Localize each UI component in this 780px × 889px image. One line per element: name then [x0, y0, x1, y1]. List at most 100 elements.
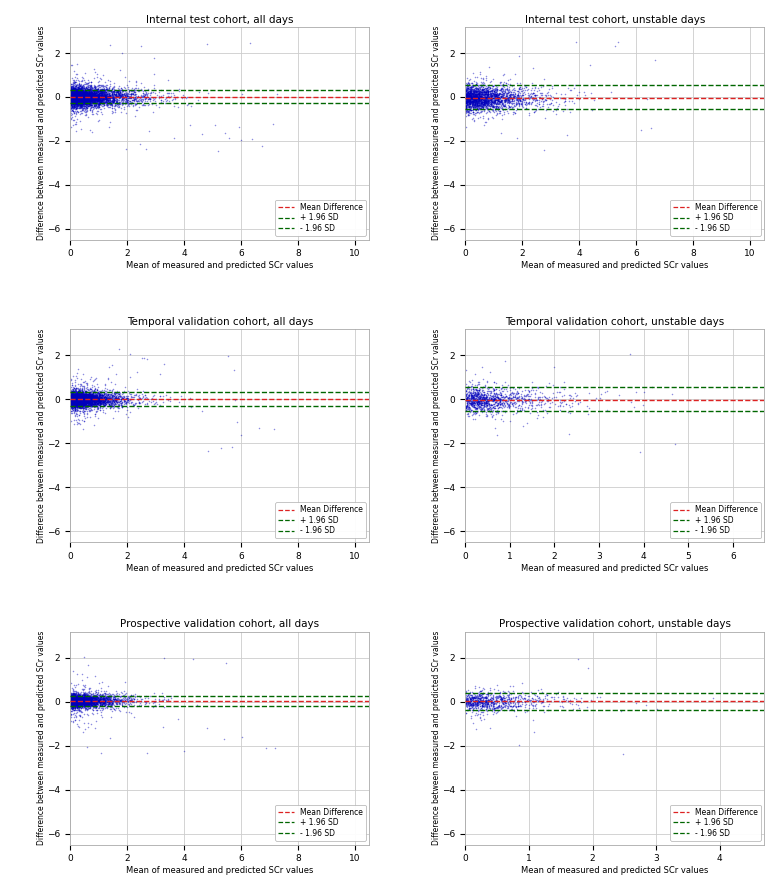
Point: [181, 98, 193, 112]
Point: [87, 695, 100, 709]
Point: [476, 695, 488, 709]
Point: [481, 86, 494, 100]
Point: [83, 90, 95, 104]
Point: [83, 391, 96, 405]
Point: [67, 689, 80, 703]
Point: [103, 395, 115, 409]
Point: [95, 85, 108, 100]
Point: [69, 93, 82, 108]
Point: [80, 393, 93, 407]
Point: [65, 112, 77, 126]
Point: [73, 693, 85, 707]
Point: [70, 393, 83, 407]
Point: [80, 86, 92, 100]
Point: [473, 94, 485, 108]
Point: [462, 97, 474, 111]
Point: [90, 92, 103, 106]
Point: [108, 93, 121, 108]
Point: [78, 392, 90, 406]
Point: [81, 78, 94, 92]
Point: [460, 96, 473, 110]
Point: [459, 96, 472, 110]
Point: [73, 382, 86, 396]
Point: [106, 697, 119, 711]
Point: [468, 395, 480, 409]
Point: [72, 95, 84, 109]
Point: [66, 94, 78, 108]
Point: [492, 92, 505, 106]
Point: [73, 703, 86, 717]
Point: [529, 401, 541, 415]
Point: [76, 95, 89, 109]
Point: [68, 396, 80, 410]
Point: [92, 92, 105, 106]
Point: [66, 695, 78, 709]
Point: [77, 397, 90, 412]
Point: [66, 393, 78, 407]
Point: [66, 695, 78, 709]
Point: [480, 87, 492, 101]
Point: [71, 691, 83, 705]
Point: [67, 388, 80, 402]
Point: [73, 100, 86, 114]
Point: [486, 88, 498, 102]
Point: [462, 90, 474, 104]
Point: [473, 88, 485, 102]
Point: [80, 694, 93, 709]
Point: [545, 693, 558, 708]
Point: [70, 695, 83, 709]
Point: [94, 746, 107, 760]
Point: [74, 90, 87, 104]
Point: [75, 691, 87, 705]
Point: [80, 390, 92, 404]
Point: [81, 701, 94, 715]
Point: [461, 387, 473, 401]
Point: [69, 709, 82, 724]
Point: [81, 84, 94, 99]
Point: [76, 396, 88, 410]
Point: [74, 81, 87, 95]
Point: [110, 87, 122, 101]
Point: [71, 696, 83, 710]
Point: [91, 86, 104, 100]
Point: [87, 392, 100, 406]
Point: [80, 87, 92, 101]
Point: [75, 692, 87, 706]
Point: [67, 88, 80, 102]
Point: [69, 83, 81, 97]
Point: [84, 694, 97, 709]
Point: [120, 84, 133, 98]
Point: [492, 88, 505, 102]
Point: [532, 396, 544, 411]
Point: [68, 388, 80, 402]
Point: [76, 74, 88, 88]
Point: [471, 93, 484, 108]
Point: [480, 92, 493, 107]
Point: [462, 90, 474, 104]
Point: [83, 697, 96, 711]
Point: [90, 394, 103, 408]
Point: [69, 694, 82, 709]
Point: [90, 80, 103, 94]
Point: [87, 693, 99, 708]
Point: [493, 685, 505, 700]
Point: [466, 87, 479, 101]
Point: [480, 394, 492, 408]
Point: [465, 80, 477, 94]
Point: [76, 89, 88, 103]
Point: [83, 694, 95, 709]
Point: [87, 698, 99, 712]
Point: [481, 84, 494, 98]
Point: [466, 698, 478, 712]
Point: [76, 89, 89, 103]
Point: [96, 91, 108, 105]
Point: [85, 388, 98, 402]
Point: [475, 92, 488, 107]
Point: [474, 90, 487, 104]
Point: [462, 91, 474, 105]
Point: [67, 701, 80, 715]
Point: [72, 395, 84, 409]
Point: [492, 91, 505, 105]
Point: [75, 88, 87, 102]
Point: [82, 383, 94, 397]
